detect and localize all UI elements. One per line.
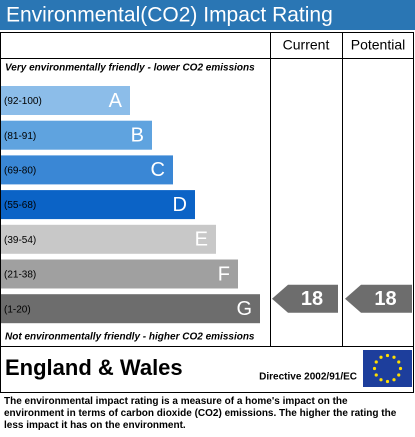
band-range: (81-91) (4, 131, 36, 142)
region: England & Wales (5, 355, 183, 380)
star (374, 373, 378, 377)
title: Environmental(CO2) Impact Rating (6, 4, 333, 27)
star (397, 360, 401, 364)
band-range: (21-38) (4, 270, 36, 281)
band (1, 155, 173, 185)
star (385, 379, 390, 384)
frame (0, 32, 414, 393)
chart: Environmental(CO2) Impact Rating Current… (0, 0, 415, 393)
star (398, 366, 403, 371)
band-letter: F (218, 263, 230, 285)
band-letter: G (236, 298, 252, 320)
band-letter: C (151, 159, 165, 181)
header: Current (283, 37, 330, 53)
band (1, 120, 152, 150)
band-letter: B (131, 124, 144, 146)
star (372, 366, 377, 371)
band (1, 259, 238, 289)
band-range: (92-100) (4, 96, 42, 107)
rating-value: 18 (301, 288, 323, 310)
title-bar (0, 0, 415, 30)
rating-arrow (345, 284, 412, 313)
band-range: (55-68) (4, 200, 36, 211)
star (374, 360, 378, 364)
top-note: Very environmentally friendly - lower CO… (5, 63, 255, 74)
band-letter: D (173, 194, 187, 216)
rating-arrow (272, 284, 338, 313)
band (1, 294, 260, 324)
star (392, 355, 396, 359)
band-range: (39-54) (4, 235, 36, 246)
description: The environmental impact rating is a mea… (4, 396, 397, 431)
star (379, 378, 383, 382)
star (385, 353, 390, 358)
band (1, 190, 195, 220)
bottom-note: Not environmentally friendly - higher CO… (5, 332, 255, 343)
star (379, 355, 383, 359)
rating-value: 18 (374, 288, 396, 310)
directive: Directive 2002/91/EC (259, 372, 357, 383)
band-range: (1-20) (4, 304, 31, 315)
band-letter: A (109, 90, 123, 112)
header: Potential (351, 37, 405, 53)
band-range: (69-80) (4, 166, 36, 177)
band (1, 86, 130, 115)
band-letter: E (195, 229, 208, 251)
star (397, 373, 401, 377)
eu-flag (363, 350, 412, 387)
star (392, 378, 396, 382)
band (1, 224, 216, 254)
